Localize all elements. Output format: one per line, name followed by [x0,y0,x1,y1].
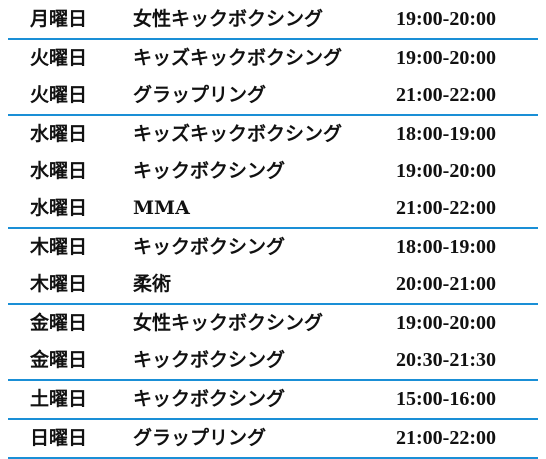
day-label: 金曜日 [30,312,88,334]
day-label: 金曜日 [30,349,88,371]
schedule-row: 水曜日 キックボクシング 19:00-20:00 [0,153,546,190]
day-label: 火曜日 [30,84,88,106]
day-label: 月曜日 [30,8,88,30]
schedule-row: 木曜日 柔術 20:00-21:00 [0,266,546,303]
schedule-row: 金曜日 キックボクシング 20:30-21:30 [0,342,546,379]
day-group-wednesday: 水曜日 キッズキックボクシング 18:00-19:00 水曜日 キックボクシング… [0,116,546,227]
class-name: 女性キックボクシング [133,8,324,30]
divider [8,303,538,305]
divider [8,227,538,229]
class-name: グラップリング [133,427,267,449]
schedule-row: 火曜日 グラップリング 21:00-22:00 [0,77,546,114]
day-group-friday: 金曜日 女性キックボクシング 19:00-20:00 金曜日 キックボクシング … [0,305,546,379]
class-time: 18:00-19:00 [396,123,496,145]
class-name: MMA [133,197,190,219]
divider [8,114,538,116]
day-group-saturday: 土曜日 キックボクシング 15:00-16:00 [0,381,546,418]
schedule-row: 月曜日 女性キックボクシング 19:00-20:00 [0,1,546,38]
day-group-thursday: 木曜日 キックボクシング 18:00-19:00 木曜日 柔術 20:00-21… [0,229,546,303]
divider [8,38,538,40]
day-group-sunday: 日曜日 グラップリング 21:00-22:00 [0,420,546,457]
class-name: 柔術 [133,273,172,295]
day-label: 火曜日 [30,47,88,69]
class-time: 21:00-22:00 [396,197,496,219]
class-time: 20:30-21:30 [396,349,496,371]
divider [8,418,538,420]
class-time: 19:00-20:00 [396,160,496,182]
class-name: キッズキックボクシング [133,123,343,145]
class-time: 18:00-19:00 [396,236,496,258]
day-group-tuesday: 火曜日 キッズキックボクシング 19:00-20:00 火曜日 グラップリング … [0,40,546,114]
class-time: 19:00-20:00 [396,312,496,334]
day-label: 土曜日 [30,388,88,410]
class-time: 21:00-22:00 [396,427,496,449]
class-name: キックボクシング [133,160,286,182]
day-label: 水曜日 [30,123,88,145]
schedule-row: 水曜日 MMA 21:00-22:00 [0,190,546,227]
schedule-row: 火曜日 キッズキックボクシング 19:00-20:00 [0,40,546,77]
class-time: 19:00-20:00 [396,8,496,30]
class-name: キックボクシング [133,236,286,258]
class-time: 15:00-16:00 [396,388,496,410]
schedule-row: 土曜日 キックボクシング 15:00-16:00 [0,381,546,418]
class-time: 21:00-22:00 [396,84,496,106]
schedule-row: 木曜日 キックボクシング 18:00-19:00 [0,229,546,266]
class-name: 女性キックボクシング [133,312,324,334]
class-time: 19:00-20:00 [396,47,496,69]
class-name: キックボクシング [133,388,286,410]
schedule-row: 水曜日 キッズキックボクシング 18:00-19:00 [0,116,546,153]
class-name: キックボクシング [133,349,286,371]
schedule-row: 金曜日 女性キックボクシング 19:00-20:00 [0,305,546,342]
day-label: 木曜日 [30,273,88,295]
day-label: 木曜日 [30,236,88,258]
class-name: キッズキックボクシング [133,47,343,69]
class-name: グラップリング [133,84,267,106]
day-label: 水曜日 [30,197,88,219]
day-label: 日曜日 [30,427,88,449]
day-label: 水曜日 [30,160,88,182]
schedule-row: 日曜日 グラップリング 21:00-22:00 [0,420,546,457]
class-time: 20:00-21:00 [396,273,496,295]
divider [8,379,538,381]
day-group-monday: 月曜日 女性キックボクシング 19:00-20:00 [0,0,546,38]
